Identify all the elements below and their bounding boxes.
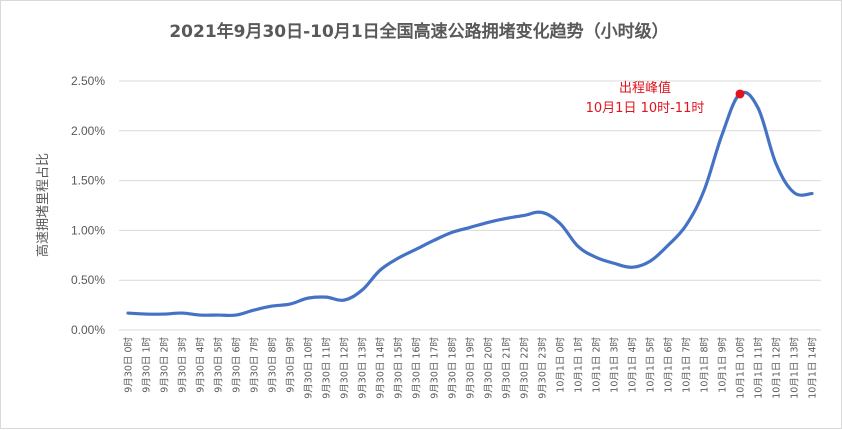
y-tick-label: 0.50% bbox=[71, 273, 105, 287]
y-tick-label: 2.00% bbox=[71, 124, 105, 138]
x-tick-label: 9月30日 8时 bbox=[267, 337, 279, 393]
x-tick-label: 9月30日 1时 bbox=[141, 337, 153, 393]
x-tick-label: 10月1日 7时 bbox=[681, 337, 693, 393]
x-tick-label: 10月1日 6时 bbox=[663, 337, 675, 393]
y-tick-label: 2.50% bbox=[71, 74, 105, 88]
x-tick-label: 10月1日 0时 bbox=[555, 337, 567, 393]
y-tick-label: 1.00% bbox=[71, 223, 105, 237]
x-tick-label: 9月30日 6时 bbox=[231, 337, 243, 393]
x-tick-label: 9月30日 22时 bbox=[519, 337, 531, 399]
y-tick-label: 1.50% bbox=[71, 174, 105, 188]
x-axis-ticks: 9月30日 0时 9月30日 1时 9月30日 2时 9月30日 3时 9月30日 4时… bbox=[123, 337, 819, 399]
x-tick-label: 9月30日 0时 bbox=[123, 337, 135, 393]
peak-annotation-time: 10月1日 10时-11时 bbox=[586, 101, 705, 116]
x-tick-label: 9月30日 17时 bbox=[429, 337, 441, 399]
x-tick-label: 9月30日 12时 bbox=[339, 337, 351, 399]
x-tick-label: 9月30日 11时 bbox=[321, 337, 333, 399]
peak-annotation-title: 出程峰值 bbox=[619, 80, 671, 96]
x-tick-label: 10月1日 4时 bbox=[627, 337, 639, 393]
x-tick-label: 9月30日 5时 bbox=[213, 337, 225, 393]
x-tick-label: 10月1日 11时 bbox=[753, 337, 765, 399]
x-tick-label: 9月30日 20时 bbox=[483, 337, 495, 399]
x-tick-label: 9月30日 21时 bbox=[501, 337, 513, 399]
y-tick-label: 0.00% bbox=[71, 323, 105, 337]
x-tick-label: 9月30日 9时 bbox=[285, 337, 297, 393]
x-tick-label: 9月30日 14时 bbox=[375, 337, 387, 399]
chart-title: 2021年9月30日-10月1日全国高速公路拥堵变化趋势（小时级） bbox=[169, 21, 668, 42]
x-tick-label: 9月30日 3时 bbox=[177, 337, 189, 393]
data-points bbox=[128, 94, 812, 315]
x-tick-label: 10月1日 12时 bbox=[771, 337, 783, 399]
gridlines bbox=[119, 81, 821, 330]
x-tick-label: 9月30日 19时 bbox=[465, 337, 477, 399]
x-tick-label: 9月30日 7时 bbox=[249, 337, 261, 393]
series-line bbox=[128, 92, 812, 315]
x-tick-label: 9月30日 23时 bbox=[537, 337, 549, 399]
x-tick-label: 9月30日 4时 bbox=[195, 337, 207, 393]
y-axis-ticks: 0.00% 0.50% 1.00% 1.50% 2.00% 2.50% bbox=[71, 74, 105, 337]
x-tick-label: 10月1日 1时 bbox=[573, 337, 585, 393]
x-tick-label: 10月1日 9时 bbox=[717, 337, 729, 393]
x-tick-label: 9月30日 2时 bbox=[159, 337, 171, 393]
x-tick-label: 10月1日 5时 bbox=[645, 337, 657, 393]
x-tick-label: 9月30日 15时 bbox=[393, 337, 405, 399]
x-tick-label: 10月1日 10时 bbox=[735, 337, 747, 399]
x-tick-label: 9月30日 16时 bbox=[411, 337, 423, 399]
y-axis-label: 高速拥堵里程占比 bbox=[35, 153, 51, 257]
x-tick-label: 10月1日 13时 bbox=[789, 337, 801, 399]
x-tick-label: 10月1日 14时 bbox=[807, 337, 819, 399]
peak-marker bbox=[736, 89, 745, 98]
x-tick-label: 9月30日 13时 bbox=[357, 337, 369, 399]
x-tick-label: 10月1日 2时 bbox=[591, 337, 603, 393]
x-tick-label: 10月1日 3时 bbox=[609, 337, 621, 393]
x-tick-label: 9月30日 18时 bbox=[447, 337, 459, 399]
x-tick-label: 10月1日 8时 bbox=[699, 337, 711, 393]
x-tick-label: 9月30日 10时 bbox=[303, 337, 315, 399]
